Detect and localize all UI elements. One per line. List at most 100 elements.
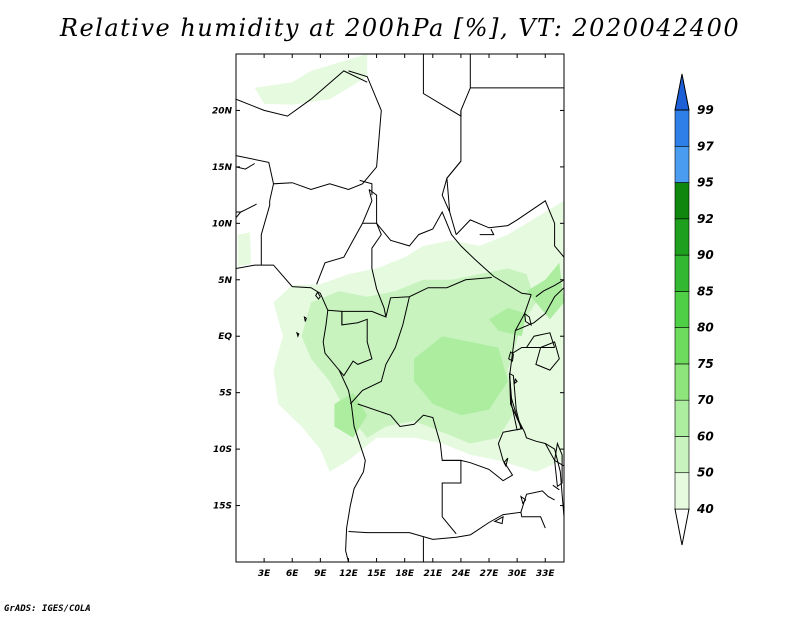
lat-tick-label: 15N xyxy=(212,163,233,173)
map-title: Relative humidity at 200hPa [%], VT: 202… xyxy=(59,14,741,42)
border-line xyxy=(509,375,564,517)
colorbar-box xyxy=(674,291,690,328)
lon-tick-label: 24E xyxy=(452,569,472,579)
colorbar-label: 70 xyxy=(697,393,714,407)
border-line xyxy=(236,70,382,191)
lat-tick-label: 5S xyxy=(219,389,232,399)
colorbar-box xyxy=(674,182,690,220)
humidity-contour-area xyxy=(414,336,508,416)
colorbar-label: 50 xyxy=(697,466,714,480)
lat-tick-label: 20N xyxy=(212,106,233,116)
border-line xyxy=(236,163,255,170)
lon-tick-label: 3E xyxy=(258,569,271,579)
grads-credit: GrADS: IGES/COLA xyxy=(4,604,91,614)
colorbar-label: 85 xyxy=(697,284,714,298)
border-line xyxy=(236,264,366,562)
border-line xyxy=(260,183,274,266)
lake-outline xyxy=(493,515,504,525)
lon-tick-label: 9E xyxy=(314,569,327,579)
lon-tick-label: 18E xyxy=(395,569,415,579)
border-line xyxy=(236,70,368,117)
map-frame xyxy=(235,53,565,563)
lake-outline xyxy=(554,441,563,488)
border-line xyxy=(368,189,378,224)
colorbar-box xyxy=(674,436,690,474)
border-line xyxy=(316,189,373,285)
lake-outline xyxy=(296,331,300,338)
lon-tick-label: 30E xyxy=(508,569,528,579)
lake-outline xyxy=(535,341,560,371)
lat-tick-label: EQ xyxy=(218,332,232,342)
border-line xyxy=(376,210,532,295)
lake-outline xyxy=(503,457,509,468)
border-line xyxy=(455,200,564,258)
lake-outline xyxy=(513,377,518,385)
lake-outline xyxy=(315,291,321,300)
colorbar-label: 99 xyxy=(697,103,714,117)
border-line xyxy=(526,332,556,348)
axis-ticks: 3E 6E 9E 12E 15E 18E 21E 24E 27E 30E 33E 20N 15N 10N 5… xyxy=(212,54,564,579)
colorbar-box xyxy=(674,399,690,437)
humidity-contour-area xyxy=(237,232,251,267)
border-line xyxy=(422,54,462,117)
border-line xyxy=(520,490,555,513)
lon-tick-label: 6E xyxy=(286,569,299,579)
colorbar-box xyxy=(674,472,690,510)
colorbar-label: 40 xyxy=(696,502,714,516)
colorbar-label: 97 xyxy=(697,139,714,153)
lat-tick-label: 10N xyxy=(212,219,233,229)
colorbar-label: 90 xyxy=(697,248,714,262)
lake-outline xyxy=(508,351,514,362)
border-line xyxy=(348,531,471,540)
border-line xyxy=(515,287,564,332)
lon-tick-label: 12E xyxy=(339,569,359,579)
border-line xyxy=(236,211,242,219)
border-line xyxy=(479,228,495,236)
lake-outline xyxy=(552,484,560,491)
border-line xyxy=(385,277,492,318)
border-line xyxy=(470,511,546,536)
humidity-fill-layer xyxy=(237,54,564,472)
humidity-contour-area xyxy=(254,54,368,105)
border-line xyxy=(338,311,373,377)
border-line xyxy=(441,110,462,235)
border-line xyxy=(240,203,257,213)
lon-tick-label: 15E xyxy=(367,569,387,579)
lat-tick-label: 15S xyxy=(213,502,232,512)
lake-outline xyxy=(509,372,522,431)
border-line xyxy=(446,160,462,213)
colorbar-label: 80 xyxy=(697,321,714,335)
border-line xyxy=(512,347,555,354)
colorbar-box xyxy=(674,109,690,147)
colorbar-label: 60 xyxy=(697,429,714,443)
border-line xyxy=(460,54,471,111)
colorbar-label: 75 xyxy=(697,357,714,371)
lon-tick-label: 21E xyxy=(423,569,443,579)
lake-outline xyxy=(520,495,527,505)
lat-tick-label: 5N xyxy=(218,276,232,286)
humidity-contour-area xyxy=(526,262,564,320)
colorbar-label: 95 xyxy=(697,176,714,190)
border-line xyxy=(535,279,564,298)
colorbar-box xyxy=(674,363,690,401)
border-line xyxy=(349,296,410,405)
lon-tick-label: 33E xyxy=(536,569,556,579)
colorbar-box xyxy=(674,218,690,256)
lat-tick-label: 10S xyxy=(213,445,232,455)
colorbar-label: 92 xyxy=(697,212,714,226)
border-line xyxy=(357,294,532,482)
colorbar-box xyxy=(674,254,690,292)
colorbar-box xyxy=(674,327,690,365)
colorbar-upper-triangle xyxy=(674,73,690,111)
border-line xyxy=(341,222,387,318)
colorbar: 40 50 60 70 75 80 85 90 92 95 97 99 xyxy=(674,73,714,546)
lake-outline xyxy=(523,312,532,326)
colorbar-box xyxy=(674,145,690,183)
colorbar-lower-triangle xyxy=(674,508,690,546)
lake-outline xyxy=(303,315,307,322)
lon-tick-label: 27E xyxy=(480,569,500,579)
country-borders xyxy=(236,54,564,562)
humidity-contour-area xyxy=(489,308,527,337)
border-line xyxy=(441,459,462,535)
